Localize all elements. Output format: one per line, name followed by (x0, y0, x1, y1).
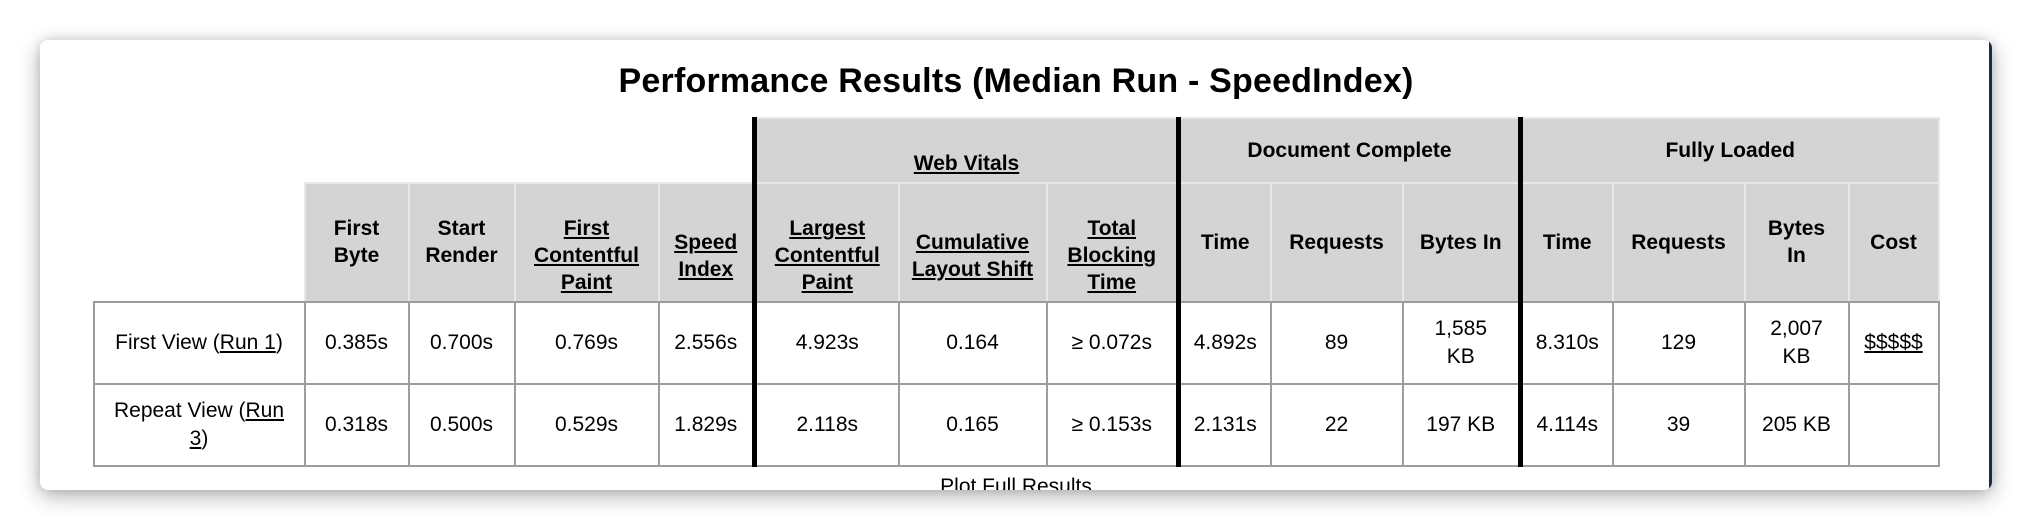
row-label-text: ) (275, 331, 283, 355)
col-header-fl-time: Time (1518, 181, 1614, 303)
cell-first-byte: 0.318s (303, 382, 410, 467)
row-label-text: ) (201, 426, 209, 450)
cell-speed-index: 2.556s (657, 300, 756, 385)
web-vitals-link[interactable]: Web Vitals (913, 152, 1020, 176)
cell-first-byte: 0.385s (303, 300, 410, 385)
performance-results-table: Web Vitals Document Complete Fully Loade… (92, 117, 1940, 467)
col-header-first-byte: First Byte (303, 181, 410, 303)
cell-dc-requests: 22 (1269, 382, 1404, 467)
col-header-largest-contentful-paint: Largest Contentful Paint (752, 181, 900, 303)
plot-full-results-link[interactable]: Plot Full Results (940, 474, 1092, 490)
cumulative-layout-shift-link[interactable]: Cumulative Layout Shift (911, 230, 1034, 281)
row-label-text: First View ( (115, 331, 220, 355)
speed-index-link[interactable]: Speed Index (674, 230, 738, 281)
cell-speed-index: 1.829s (657, 382, 756, 467)
column-header-spacer (94, 183, 305, 302)
cell-start-render: 0.500s (407, 382, 516, 467)
cell-dc-bytes-in: 1,585 KB (1401, 300, 1522, 385)
cell-fl-bytes-in: 205 KB (1743, 382, 1850, 467)
table-row-repeat-view: Repeat View (Run 3) 0.318s 0.500s 0.529s… (92, 382, 1940, 467)
col-header-speed-index: Speed Index (657, 181, 756, 303)
col-header-start-render: Start Render (407, 181, 516, 303)
first-contentful-paint-link[interactable]: First Contentful Paint (534, 216, 639, 295)
group-header-document-complete: Document Complete (1177, 117, 1522, 184)
cell-cost: $$$$$ (1847, 300, 1940, 385)
cell-dc-time: 2.131s (1177, 382, 1272, 467)
cell-start-render: 0.700s (407, 300, 516, 385)
cell-largest-contentful-paint: 4.923s (752, 300, 900, 385)
col-header-dc-requests: Requests (1269, 181, 1404, 303)
cell-fl-time: 4.114s (1518, 382, 1614, 467)
group-header-fully-loaded: Fully Loaded (1518, 117, 1940, 184)
cell-fl-bytes-in: 2,007 KB (1743, 300, 1850, 385)
group-header-spacer (94, 118, 755, 183)
cost-link[interactable]: $$$$$ (1864, 331, 1923, 355)
plot-full-results-wrap: Plot Full Results (40, 475, 1992, 490)
cell-first-contentful-paint: 0.769s (513, 300, 660, 385)
page-title: Performance Results (Median Run - SpeedI… (618, 62, 1414, 100)
total-blocking-time-link[interactable]: Total Blocking Time (1067, 216, 1157, 295)
col-header-dc-time: Time (1177, 181, 1272, 303)
cell-total-blocking-time: ≥ 0.153s (1045, 382, 1181, 467)
col-header-fl-bytes-in: Bytes In (1743, 181, 1850, 303)
cell-cost (1847, 382, 1940, 467)
cell-first-contentful-paint: 0.529s (513, 382, 660, 467)
cell-fl-requests: 129 (1611, 300, 1746, 385)
run-3-link[interactable]: Run 3 (189, 399, 285, 450)
card-right-edge-line (1989, 40, 1992, 490)
cell-fl-requests: 39 (1611, 382, 1746, 467)
cell-dc-requests: 89 (1269, 300, 1404, 385)
cell-cumulative-layout-shift: 0.164 (897, 300, 1048, 385)
column-header-row: First Byte Start Render First Contentful… (94, 181, 1940, 303)
group-header-web-vitals: Web Vitals (752, 117, 1181, 184)
col-header-cost: Cost (1847, 181, 1940, 303)
cell-total-blocking-time: ≥ 0.072s (1045, 300, 1181, 385)
run-1-link[interactable]: Run 1 (219, 331, 276, 355)
results-card: Performance Results (Median Run - SpeedI… (40, 40, 1992, 490)
col-header-cumulative-layout-shift: Cumulative Layout Shift (897, 181, 1048, 303)
cell-cumulative-layout-shift: 0.165 (897, 382, 1048, 467)
col-header-first-contentful-paint: First Contentful Paint (513, 181, 660, 303)
row-label-text: Repeat View ( (113, 399, 246, 423)
largest-contentful-paint-link[interactable]: Largest Contentful Paint (774, 216, 880, 295)
cell-largest-contentful-paint: 2.118s (752, 382, 900, 467)
cell-dc-bytes-in: 197 KB (1401, 382, 1522, 467)
row-label-repeat-view: Repeat View (Run 3) (92, 382, 306, 467)
cell-dc-time: 4.892s (1177, 300, 1272, 385)
table-row-first-view: First View (Run 1) 0.385s 0.700s 0.769s … (92, 300, 1940, 385)
row-label-first-view: First View (Run 1) (92, 300, 306, 385)
col-header-fl-requests: Requests (1611, 181, 1746, 303)
col-header-total-blocking-time: Total Blocking Time (1045, 181, 1181, 303)
group-header-row: Web Vitals Document Complete Fully Loade… (94, 117, 1940, 184)
col-header-dc-bytes-in: Bytes In (1401, 181, 1522, 303)
cell-fl-time: 8.310s (1518, 300, 1614, 385)
